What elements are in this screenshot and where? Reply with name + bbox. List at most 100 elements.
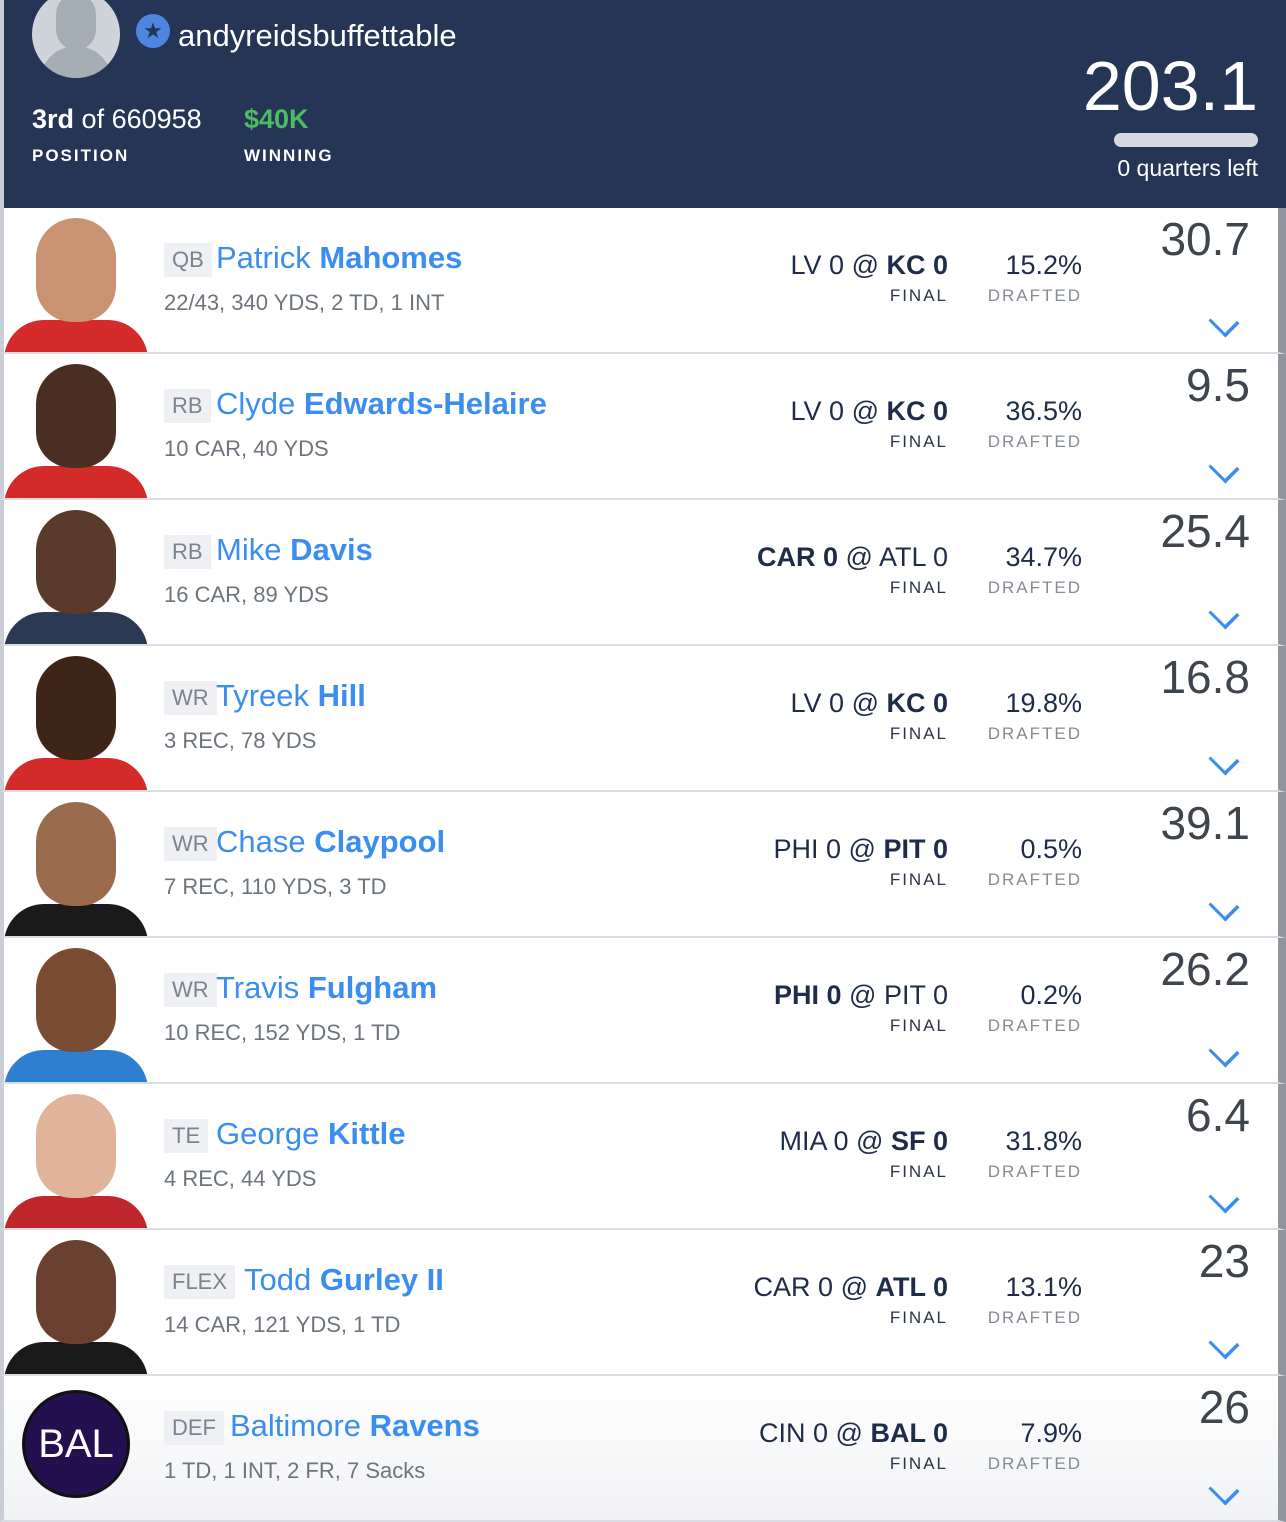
fantasy-points: 26 [1198, 1381, 1250, 1433]
position-badge: RB [164, 389, 211, 423]
chevron-down-icon[interactable] [1208, 1182, 1240, 1214]
quarters-left: 0 quarters left [1117, 155, 1258, 181]
player-name[interactable]: Travis Fulgham [216, 970, 438, 1005]
player-stats: 10 REC, 152 YDS, 1 TD [164, 1020, 401, 1045]
player-stats: 16 CAR, 89 YDS [164, 582, 329, 607]
player-photo [4, 354, 148, 498]
fantasy-points: 23 [1198, 1235, 1250, 1287]
winning-value: $40K [244, 104, 309, 134]
position-badge: WR [164, 827, 217, 861]
game-score: CAR 0 @ ATL 0 [753, 1272, 948, 1302]
player-row[interactable]: WR Travis Fulgham 10 REC, 152 YDS, 1 TD … [0, 938, 1286, 1084]
drafted-percent: 34.7% [1005, 542, 1082, 572]
player-row[interactable]: WR Tyreek Hill 3 REC, 78 YDS LV 0 @ KC 0… [0, 646, 1286, 792]
fantasy-points: 9.5 [1186, 359, 1250, 411]
player-name[interactable]: George Kittle [216, 1116, 406, 1151]
drafted-label: DRAFTED [987, 1016, 1082, 1035]
chevron-down-icon[interactable] [1208, 598, 1240, 630]
fantasy-points: 25.4 [1160, 505, 1250, 557]
chevron-down-icon[interactable] [1208, 890, 1240, 922]
chevron-down-icon[interactable] [1208, 744, 1240, 776]
game-status: FINAL [889, 286, 948, 305]
game-status: FINAL [889, 724, 948, 743]
position-badge: WR [164, 973, 217, 1007]
player-photo [4, 208, 148, 352]
player-photo [4, 500, 148, 644]
player-name[interactable]: Mike Davis [216, 532, 373, 567]
drafted-label: DRAFTED [987, 870, 1082, 889]
game-status: FINAL [889, 1162, 948, 1181]
player-name[interactable]: Chase Claypool [216, 824, 446, 859]
game-score: CAR 0 @ ATL 0 [757, 542, 948, 572]
game-status: FINAL [889, 1308, 948, 1327]
total-points: 203.1 [1082, 47, 1258, 125]
player-name[interactable]: Baltimore Ravens [230, 1408, 480, 1443]
player-name[interactable]: Todd Gurley II [244, 1262, 444, 1297]
player-row[interactable]: TE George Kittle 4 REC, 44 YDS MIA 0 @ S… [0, 1084, 1286, 1230]
winning-label: WINNING [244, 146, 334, 165]
player-row[interactable]: WR Chase Claypool 7 REC, 110 YDS, 3 TD P… [0, 792, 1286, 938]
player-name[interactable]: Tyreek Hill [216, 678, 366, 713]
drafted-percent: 7.9% [1020, 1418, 1082, 1448]
chevron-down-icon[interactable] [1208, 1474, 1240, 1506]
fantasy-points: 6.4 [1186, 1089, 1250, 1141]
player-row[interactable]: FLEX Todd Gurley II 14 CAR, 121 YDS, 1 T… [0, 1230, 1286, 1376]
game-score: LV 0 @ KC 0 [790, 688, 948, 718]
player-row[interactable]: QB Patrick Mahomes 22/43, 340 YDS, 2 TD,… [0, 208, 1286, 354]
position-badge: QB [164, 243, 212, 277]
drafted-label: DRAFTED [987, 1308, 1082, 1327]
chevron-down-icon[interactable] [1208, 1036, 1240, 1068]
player-photo [4, 792, 148, 936]
player-stats: 7 REC, 110 YDS, 3 TD [164, 874, 387, 899]
drafted-label: DRAFTED [987, 432, 1082, 451]
player-stats: 14 CAR, 121 YDS, 1 TD [164, 1312, 401, 1337]
fantasy-points: 30.7 [1160, 213, 1250, 265]
drafted-percent: 31.8% [1005, 1126, 1082, 1156]
game-status: FINAL [889, 870, 948, 889]
player-photo [4, 1230, 148, 1374]
player-name[interactable]: Clyde Edwards-Helaire [216, 386, 547, 421]
player-row[interactable]: RB Mike Davis 16 CAR, 89 YDS CAR 0 @ ATL… [0, 500, 1286, 646]
player-stats: 4 REC, 44 YDS [164, 1166, 317, 1191]
player-name[interactable]: Patrick Mahomes [216, 240, 463, 275]
drafted-percent: 0.5% [1020, 834, 1082, 864]
game-status: FINAL [889, 1454, 948, 1473]
game-score: LV 0 @ KC 0 [790, 396, 948, 426]
game-status: FINAL [889, 578, 948, 597]
chevron-down-icon[interactable] [1208, 452, 1240, 484]
position-badge: RB [164, 535, 211, 569]
username[interactable]: andyreidsbuffettable [178, 18, 457, 53]
drafted-percent: 13.1% [1005, 1272, 1082, 1302]
player-stats: 22/43, 340 YDS, 2 TD, 1 INT [164, 290, 445, 315]
chevron-down-icon[interactable] [1208, 1328, 1240, 1360]
fantasy-points: 16.8 [1160, 651, 1250, 703]
fantasy-points: 26.2 [1160, 943, 1250, 995]
game-status: FINAL [889, 432, 948, 451]
position-badge: WR [164, 681, 217, 715]
position-badge: FLEX [164, 1265, 236, 1299]
drafted-label: DRAFTED [987, 286, 1082, 305]
entry-header: ★ andyreidsbuffettable 3rd of 660958 POS… [0, 0, 1286, 208]
game-status: FINAL [889, 1016, 948, 1035]
game-score: CIN 0 @ BAL 0 [759, 1418, 948, 1448]
drafted-percent: 15.2% [1005, 250, 1082, 280]
fantasy-points: 39.1 [1160, 797, 1250, 849]
player-stats: 10 CAR, 40 YDS [164, 436, 329, 461]
drafted-percent: 19.8% [1005, 688, 1082, 718]
player-photo [4, 646, 148, 790]
player-photo [4, 938, 148, 1082]
chevron-down-icon[interactable] [1208, 306, 1240, 338]
game-score: PHI 0 @ PIT 0 [773, 834, 948, 864]
position-badge: DEF [164, 1411, 224, 1445]
player-row[interactable]: RB Clyde Edwards-Helaire 10 CAR, 40 YDS … [0, 354, 1286, 500]
drafted-label: DRAFTED [987, 1454, 1082, 1473]
position-badge: TE [164, 1119, 209, 1153]
lineup-list: QB Patrick Mahomes 22/43, 340 YDS, 2 TD,… [0, 208, 1286, 1522]
quarters-progress-bar [1114, 133, 1258, 147]
avatar[interactable] [32, 0, 120, 78]
position-value: 3rd of 660958 [32, 104, 202, 134]
team-logo: BAL [22, 1390, 130, 1498]
star-icon: ★ [136, 14, 170, 48]
player-row[interactable]: BAL DEF Baltimore Ravens 1 TD, 1 INT, 2 F… [0, 1376, 1286, 1522]
position-label: POSITION [32, 146, 130, 165]
